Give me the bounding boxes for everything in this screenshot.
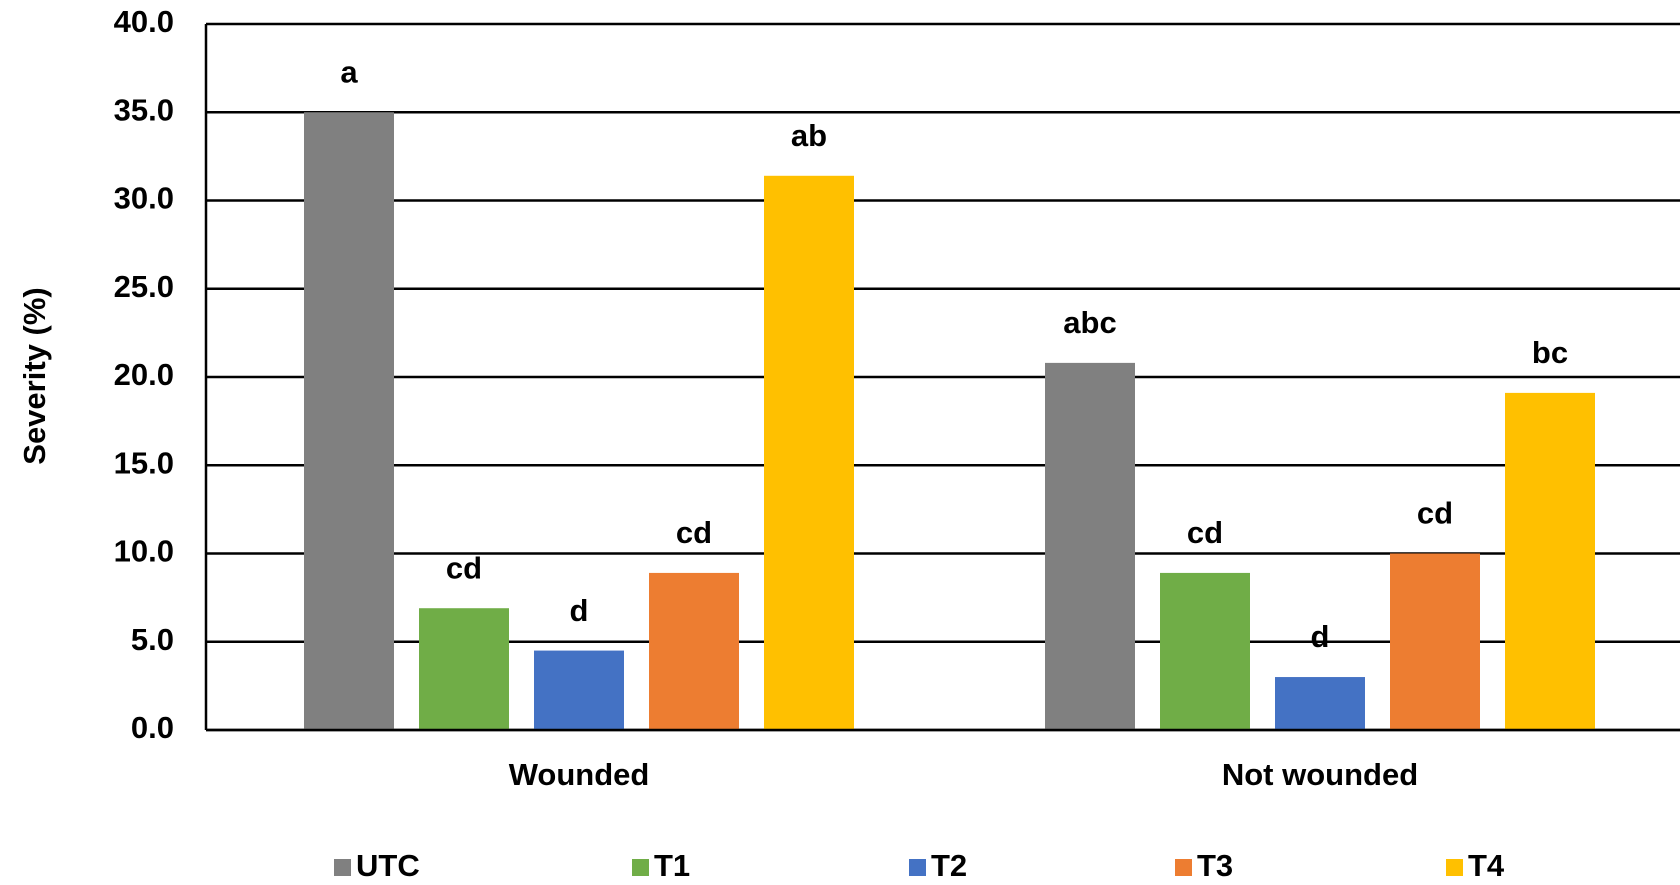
bar bbox=[419, 608, 509, 730]
legend-label: T1 bbox=[654, 848, 690, 883]
legend-swatch bbox=[1175, 859, 1192, 876]
bar bbox=[304, 112, 394, 730]
legend-label: UTC bbox=[356, 848, 420, 883]
significance-letter: cd bbox=[446, 550, 482, 585]
y-tick-label: 20.0 bbox=[114, 357, 174, 392]
y-axis-title: Severity (%) bbox=[17, 287, 52, 464]
y-tick-label: 30.0 bbox=[114, 181, 174, 216]
y-tick-label: 5.0 bbox=[131, 622, 174, 657]
significance-letter: cd bbox=[676, 515, 712, 550]
significance-letter: a bbox=[340, 54, 358, 89]
legend-label: T3 bbox=[1197, 848, 1233, 883]
bar bbox=[1045, 362, 1135, 730]
bar bbox=[1275, 677, 1365, 730]
bar bbox=[1505, 392, 1595, 730]
y-tick-label: 10.0 bbox=[114, 534, 174, 569]
significance-letter: d bbox=[1311, 619, 1330, 654]
significance-letter: d bbox=[570, 593, 589, 628]
y-tick-label: 25.0 bbox=[114, 269, 174, 304]
bar bbox=[764, 175, 854, 731]
legend-swatch bbox=[909, 859, 926, 876]
x-tick-label: Not wounded bbox=[1222, 757, 1418, 792]
y-tick-label: 35.0 bbox=[114, 92, 174, 127]
legend-swatch bbox=[632, 859, 649, 876]
bar bbox=[649, 572, 739, 730]
significance-letter: ab bbox=[791, 118, 827, 153]
legend-label: T2 bbox=[931, 848, 967, 883]
x-tick-label: Wounded bbox=[509, 757, 650, 792]
significance-letter: cd bbox=[1417, 496, 1453, 531]
y-tick-label: 40.0 bbox=[114, 4, 174, 39]
bar bbox=[1160, 572, 1250, 730]
y-tick-label: 15.0 bbox=[114, 445, 174, 480]
y-tick-label: 0.0 bbox=[131, 710, 174, 745]
legend-label: T4 bbox=[1468, 848, 1505, 883]
bar bbox=[1390, 553, 1480, 730]
legend-swatch bbox=[1446, 859, 1463, 876]
significance-letter: bc bbox=[1532, 335, 1568, 370]
significance-letter: cd bbox=[1187, 515, 1223, 550]
significance-letter: abc bbox=[1063, 305, 1116, 340]
bar bbox=[534, 650, 624, 730]
legend-swatch bbox=[334, 859, 351, 876]
